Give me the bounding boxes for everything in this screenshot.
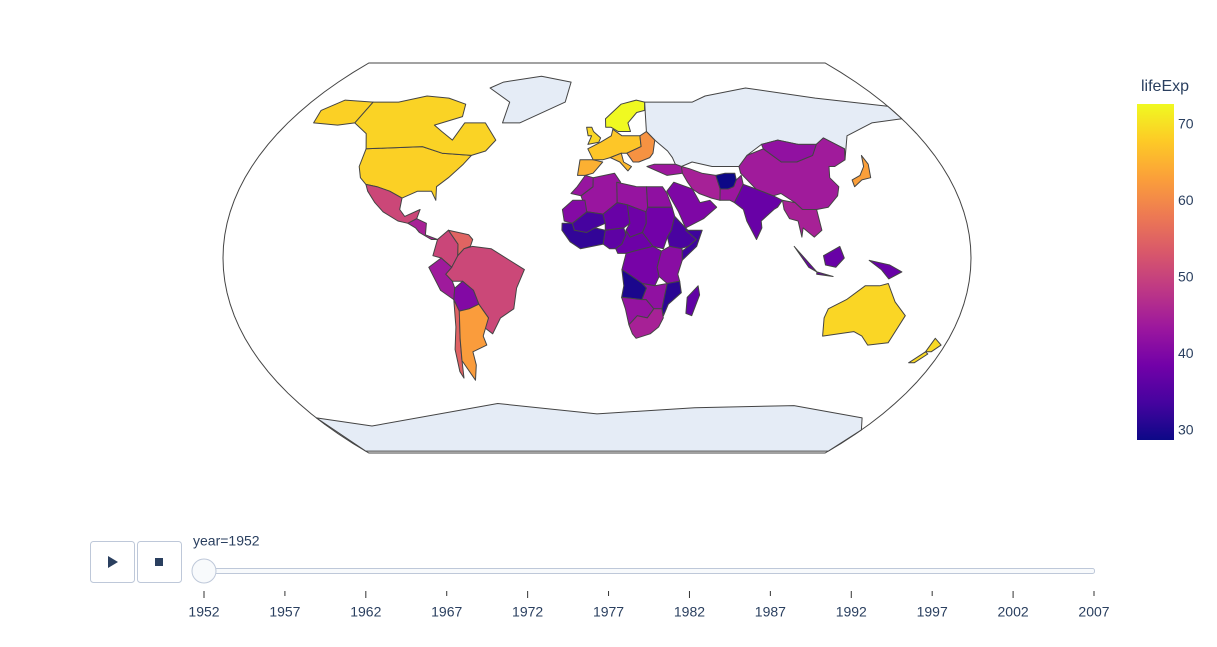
country — [577, 159, 604, 176]
slider-step-label[interactable]: 1962 — [350, 604, 381, 620]
country — [781, 199, 823, 238]
stop-button[interactable] — [137, 541, 182, 583]
slider-step-label[interactable]: 1957 — [269, 604, 300, 620]
no-data-region — [315, 403, 863, 452]
country — [354, 95, 497, 156]
country — [428, 257, 456, 301]
colorbar-title: lifeExp — [1141, 78, 1189, 95]
colorbar-tick-label: 70 — [1178, 115, 1194, 131]
slider-step-label[interactable]: 1982 — [674, 604, 705, 620]
country — [609, 152, 632, 172]
country — [615, 229, 654, 254]
country — [822, 283, 906, 346]
country — [733, 183, 783, 240]
country — [561, 199, 588, 224]
country — [626, 131, 656, 163]
country — [646, 186, 673, 208]
colorbar-tick-label: 30 — [1178, 422, 1194, 438]
slider-step-label[interactable]: 2002 — [998, 604, 1029, 620]
country — [605, 99, 646, 132]
colorbar-tick-label: 50 — [1178, 268, 1194, 284]
country — [685, 285, 701, 317]
slider-step-label[interactable]: 1977 — [593, 604, 624, 620]
slider-current-value: year=1952 — [193, 533, 260, 549]
country — [458, 303, 489, 381]
slider-step-label[interactable]: 1992 — [836, 604, 867, 620]
country — [628, 308, 664, 339]
country — [586, 126, 602, 145]
slider-handle[interactable] — [191, 558, 217, 584]
slider-rail[interactable] — [196, 568, 1095, 574]
colorbar — [1137, 104, 1174, 440]
country — [602, 202, 631, 231]
colorbar-tick-label: 60 — [1178, 192, 1194, 208]
country — [365, 183, 421, 224]
slider-step-label[interactable]: 1997 — [917, 604, 948, 620]
country — [570, 174, 594, 197]
no-data-region — [489, 75, 572, 124]
colorbar-tick-label: 40 — [1178, 345, 1194, 361]
slider-step-label[interactable]: 1972 — [512, 604, 543, 620]
slider-step-label[interactable]: 1952 — [188, 604, 219, 620]
country — [851, 154, 872, 188]
country — [761, 139, 817, 163]
country — [666, 181, 718, 229]
country — [793, 245, 903, 280]
slider-step-label[interactable]: 2007 — [1078, 604, 1109, 620]
country — [656, 245, 683, 284]
country — [908, 337, 942, 364]
map — [222, 62, 972, 454]
slider-step-label[interactable]: 1967 — [431, 604, 462, 620]
play-button[interactable] — [90, 541, 135, 583]
slider-step-label[interactable]: 1987 — [755, 604, 786, 620]
